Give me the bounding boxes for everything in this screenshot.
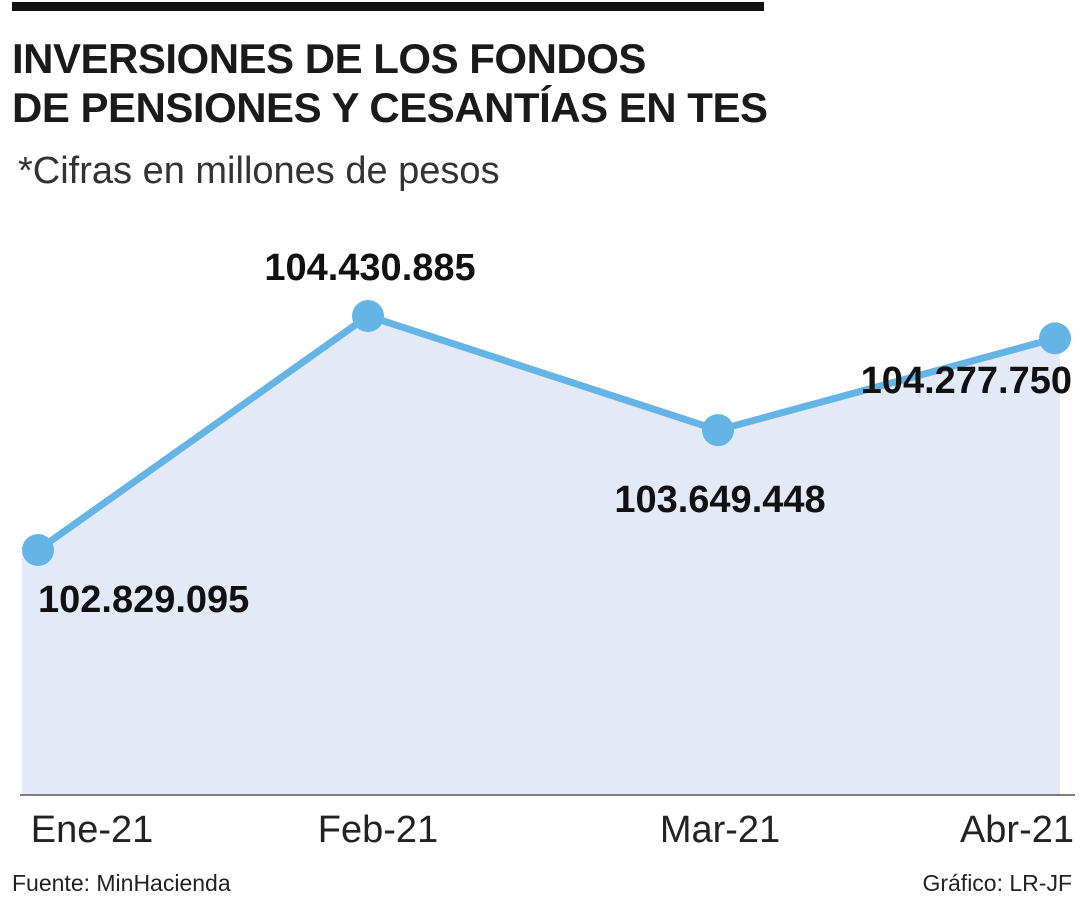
x-tick-label-feb-21: Feb-21 [318,809,438,851]
area-fill [22,316,1060,795]
chart-subtitle: *Cifras en millones de pesos [18,150,500,192]
data-point-ene-21 [22,534,54,566]
x-tick-label-abr-21: Abr-21 [960,809,1074,851]
top-rule [12,2,764,11]
data-label-feb-21: 104.430.885 [264,247,475,289]
data-point-feb-21 [352,300,384,332]
x-tick-label-mar-21: Mar-21 [660,809,780,851]
x-tick-label-ene-21: Ene-21 [31,809,154,851]
chart-title: INVERSIONES DE LOS FONDOS DE PENSIONES Y… [12,34,912,132]
data-label-ene-21: 102.829.095 [38,579,249,621]
data-point-mar-21 [702,414,734,447]
chart-title-line-2: DE PENSIONES Y CESANTÍAS EN TES [12,84,768,131]
source-note: Fuente: MinHacienda [12,870,231,896]
series-line [34,312,1059,554]
data-label-abr-21: 104.277.750 [861,360,1072,402]
credit-note: Gráfico: LR-JF [922,870,1072,896]
data-point-abr-21 [1039,322,1071,355]
chart-title-line-1: INVERSIONES DE LOS FONDOS [12,35,646,82]
data-label-mar-21: 103.649.448 [614,479,825,521]
